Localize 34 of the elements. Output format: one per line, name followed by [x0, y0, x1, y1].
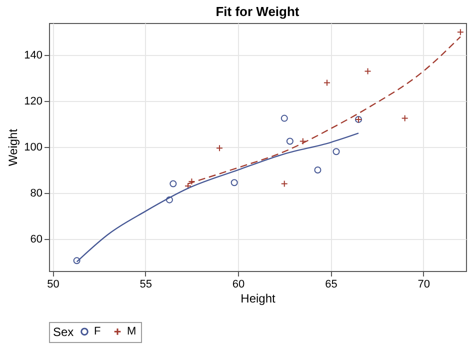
y-tick-label: 100	[24, 142, 42, 154]
point	[170, 180, 177, 188]
point	[456, 28, 464, 36]
legend-label: M	[127, 326, 136, 338]
y-tick-label: 60	[30, 233, 42, 246]
point	[166, 196, 173, 204]
point	[364, 68, 372, 75]
point	[188, 178, 196, 185]
point	[230, 179, 238, 186]
y-axis-title: Weight	[6, 128, 20, 166]
point	[332, 148, 340, 156]
legend-title: Sex	[53, 325, 74, 339]
y-tick-label: 80	[30, 187, 42, 200]
line-series	[76, 132, 360, 262]
x-tick-label: 60	[232, 278, 245, 290]
point	[324, 79, 330, 86]
point	[299, 138, 306, 145]
x-tick-label: 65	[325, 278, 338, 290]
point	[314, 166, 322, 174]
x-tick-label: 55	[140, 278, 152, 290]
y-tick-label: 140	[24, 50, 42, 62]
point	[280, 114, 288, 122]
point	[286, 138, 294, 145]
point	[280, 180, 288, 188]
point	[216, 144, 224, 152]
point	[73, 257, 80, 264]
chart-title: Fit for Weight	[216, 4, 300, 19]
legend-label: F	[94, 326, 101, 338]
point	[401, 114, 408, 122]
x-axis-title: Height	[240, 292, 276, 306]
x-tick-label: 50	[47, 278, 60, 290]
y-tick-label: 120	[24, 96, 42, 108]
x-tick-label: 70	[418, 278, 430, 290]
point	[184, 182, 192, 190]
